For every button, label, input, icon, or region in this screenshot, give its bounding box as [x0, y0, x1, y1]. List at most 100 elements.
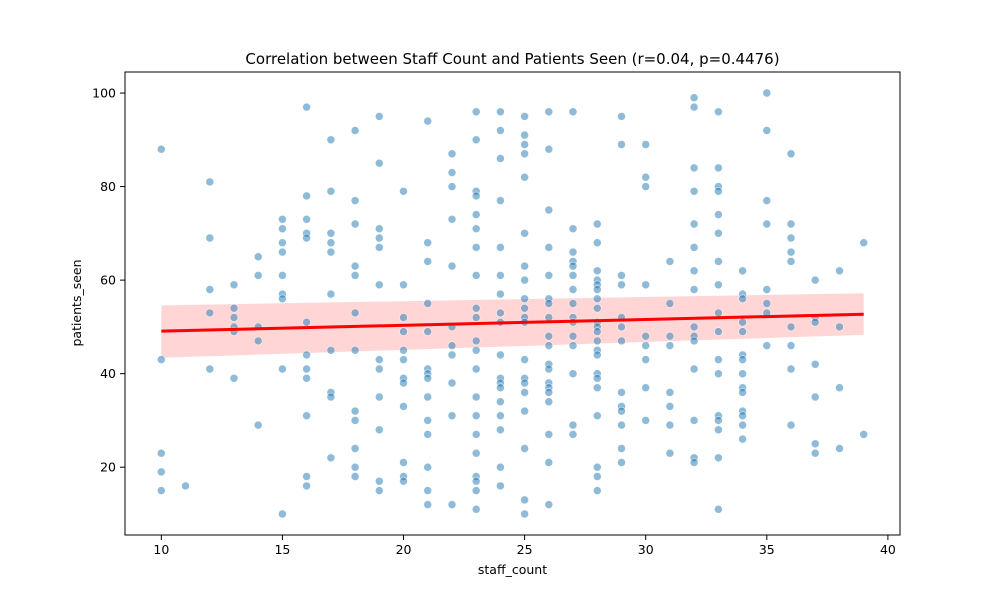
data-point	[617, 280, 626, 290]
data-point	[447, 215, 457, 224]
data-point	[544, 331, 554, 341]
data-point	[326, 345, 336, 355]
data-point	[714, 453, 723, 463]
data-point	[520, 229, 529, 238]
data-point	[762, 196, 772, 205]
data-point	[617, 336, 626, 346]
data-point	[496, 289, 505, 299]
data-point	[689, 243, 699, 252]
data-point	[762, 285, 772, 294]
data-point	[496, 243, 505, 252]
data-point	[496, 350, 505, 360]
data-point	[350, 462, 360, 472]
data-point	[762, 219, 772, 229]
data-point	[665, 299, 675, 308]
data-point	[592, 486, 602, 495]
data-point	[447, 500, 457, 509]
data-point	[810, 392, 820, 402]
data-point	[520, 112, 529, 121]
data-point	[302, 317, 311, 327]
data-point	[835, 322, 844, 332]
data-point	[738, 434, 747, 444]
data-point	[471, 210, 481, 219]
data-point	[592, 238, 602, 247]
x-axis-label: staff_count	[478, 562, 547, 577]
data-point	[810, 317, 820, 327]
data-point	[762, 299, 772, 308]
data-point	[374, 224, 384, 233]
data-point	[544, 388, 554, 397]
x-tick-label: 40	[880, 542, 896, 557]
data-point	[496, 126, 505, 135]
data-point	[399, 327, 408, 336]
data-point	[496, 271, 505, 280]
data-point	[592, 285, 602, 294]
data-point	[399, 476, 408, 486]
data-point	[568, 430, 578, 439]
data-point	[592, 472, 602, 481]
data-point	[350, 261, 360, 271]
data-point	[665, 331, 675, 341]
data-point	[617, 271, 626, 280]
data-point	[471, 271, 481, 280]
data-point	[350, 271, 360, 280]
data-point	[762, 341, 772, 350]
data-point	[496, 462, 505, 472]
data-point	[738, 411, 747, 421]
data-point	[520, 303, 529, 313]
data-point	[592, 373, 602, 383]
data-point	[471, 243, 481, 252]
data-point	[714, 187, 723, 196]
data-point	[810, 448, 820, 458]
data-point	[568, 224, 578, 233]
data-point	[374, 392, 384, 402]
data-point	[471, 504, 481, 514]
data-point	[544, 364, 554, 374]
data-point	[544, 107, 554, 117]
data-point	[714, 210, 723, 219]
y-tick-label: 60	[100, 273, 116, 288]
data-point	[617, 388, 626, 397]
data-point	[617, 112, 626, 121]
data-point	[496, 411, 505, 421]
data-point	[471, 224, 481, 233]
data-point	[350, 345, 360, 355]
data-point	[278, 224, 287, 233]
data-point	[859, 238, 869, 247]
data-point	[326, 135, 336, 145]
data-point	[714, 504, 723, 514]
data-point	[423, 327, 433, 336]
plot-area: 10 15 20 25 30 35 40 20 40 60 80 100	[92, 71, 901, 557]
data-point	[326, 392, 336, 402]
data-point	[302, 481, 311, 491]
data-point	[471, 191, 481, 201]
data-point	[423, 257, 433, 266]
data-point	[835, 444, 844, 453]
data-point	[689, 187, 699, 196]
data-point	[326, 229, 336, 238]
data-point	[544, 341, 554, 350]
data-point	[762, 126, 772, 135]
data-point	[714, 257, 723, 266]
data-point	[786, 219, 796, 229]
data-point	[157, 486, 166, 495]
data-point	[714, 355, 723, 364]
data-point	[520, 388, 529, 397]
data-point	[689, 93, 699, 102]
data-point	[205, 364, 215, 374]
data-point	[423, 238, 433, 247]
regression-line	[161, 312, 864, 333]
data-point	[471, 411, 481, 421]
data-point	[786, 233, 796, 243]
data-point	[544, 144, 554, 154]
data-point	[302, 102, 311, 112]
data-point	[374, 112, 384, 121]
data-point	[810, 439, 820, 449]
data-point	[689, 163, 699, 173]
data-point	[496, 107, 505, 117]
data-point	[423, 373, 433, 383]
data-point	[350, 219, 360, 229]
data-point	[786, 257, 796, 266]
data-point	[738, 294, 747, 304]
